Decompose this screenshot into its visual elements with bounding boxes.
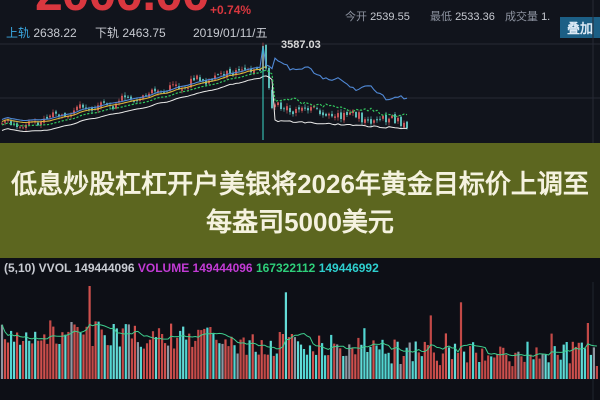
svg-text:3587.03: 3587.03 bbox=[281, 39, 321, 51]
